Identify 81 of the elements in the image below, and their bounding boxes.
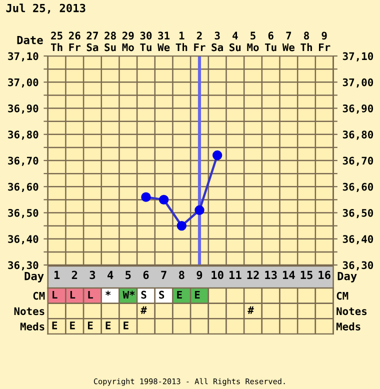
y2-tick-label: 36,60 — [342, 182, 374, 192]
x2-tick-label: 4 — [108, 270, 114, 279]
chart-title: Jul 25, 2013 — [6, 4, 86, 14]
text: E — [177, 290, 182, 299]
x2-tick-label: 7 — [161, 270, 166, 279]
y2-tick-label: 36,70 — [342, 156, 374, 166]
y-tick-label: 36,90 — [8, 104, 38, 114]
x2-axis-title: Day — [24, 272, 44, 282]
text: L — [70, 290, 76, 299]
y2-tick-label: 36,40 — [342, 235, 374, 244]
x2-tick-label: 5 — [126, 270, 131, 280]
x2-tick-label: 11 — [229, 270, 242, 279]
text: # — [140, 306, 147, 314]
x-tick-label: 3 Sa — [212, 32, 223, 52]
text: E — [70, 322, 75, 330]
x-tick-label: 2 Fr — [194, 32, 206, 52]
point — [158, 194, 169, 205]
point — [141, 192, 151, 202]
text: Day — [338, 272, 357, 282]
y-tick-label: 37,00 — [8, 78, 38, 88]
text: # — [248, 306, 254, 314]
x2-tick-label: 14 — [283, 270, 295, 279]
x-tick-label: 31 We — [158, 32, 170, 52]
category-label: Meds — [20, 322, 44, 330]
point — [194, 205, 204, 215]
text: E — [52, 322, 58, 330]
y-tick-label: 36,60 — [8, 182, 38, 192]
category-label: CM — [33, 292, 45, 300]
point — [212, 150, 222, 160]
text: E — [88, 322, 93, 330]
category-label: Meds — [336, 322, 360, 330]
y-tick-label: 37,10 — [8, 52, 38, 62]
x2-tick-label: 1 — [54, 270, 60, 279]
x-tick-label: 9 Fr — [318, 32, 330, 52]
y2-tick-label: 36,30 — [342, 261, 374, 270]
y-tick-label: 36,50 — [8, 208, 38, 218]
point — [176, 220, 187, 231]
x2-tick-label: 3 — [90, 270, 96, 280]
x2-tick-label: 12 — [247, 270, 259, 279]
x-tick-label: 6 Tu — [265, 32, 276, 52]
y2-tick-label: 36,50 — [342, 208, 374, 218]
x-tick-label: 8 Th — [300, 32, 312, 52]
x-tick-label: 5 Mo — [247, 32, 259, 52]
x2-tick-label: 6 — [143, 270, 149, 280]
x-tick-label: 27 Sa — [86, 32, 98, 52]
x2-tick-label: 9 — [196, 270, 202, 280]
x-tick-label: 30 Tu — [140, 32, 152, 52]
x-tick-label: 7 We — [282, 32, 295, 52]
y2-tick-label: 36,80 — [342, 130, 374, 140]
x-tick-label: 25 Th — [50, 32, 62, 52]
y-tick-label: 36,40 — [8, 235, 38, 244]
x2-tick-label: 10 — [212, 270, 224, 280]
x2-tick-label: 8 — [179, 270, 184, 280]
y2-tick-label: 37,10 — [342, 52, 374, 62]
y-tick-label: 36,70 — [8, 156, 38, 166]
text: L — [52, 290, 58, 299]
x-tick-label: 28 Su — [104, 32, 116, 52]
category-label: Notes — [336, 307, 367, 316]
text: W* — [122, 290, 135, 299]
text: E — [106, 322, 111, 330]
text: E — [194, 290, 200, 299]
x-tick-label: 26 Fr — [68, 32, 80, 52]
y-tick-label: 36,30 — [8, 261, 38, 270]
x2-tick-label: 2 — [72, 270, 78, 279]
x-axis-title: Date — [17, 36, 43, 44]
y2-tick-label: 37,00 — [342, 78, 374, 88]
y-tick-label: 36,80 — [8, 130, 38, 140]
category-label: CM — [336, 292, 348, 300]
text: E — [124, 322, 128, 330]
x-tick-label: 1 Th — [176, 32, 188, 52]
text: * — [106, 290, 111, 296]
x2-tick-label: 16 — [318, 270, 330, 280]
text: L — [88, 290, 93, 299]
y2-tick-label: 36,90 — [342, 104, 374, 114]
category-label: Notes — [14, 307, 44, 316]
text: S — [141, 290, 146, 299]
text: S — [159, 290, 164, 299]
x2-tick-label: 13 — [265, 270, 277, 280]
x-tick-label: 4 Su — [230, 32, 241, 52]
x-tick-label: 29 Mo — [122, 32, 134, 52]
x2-tick-label: 15 — [300, 270, 312, 280]
